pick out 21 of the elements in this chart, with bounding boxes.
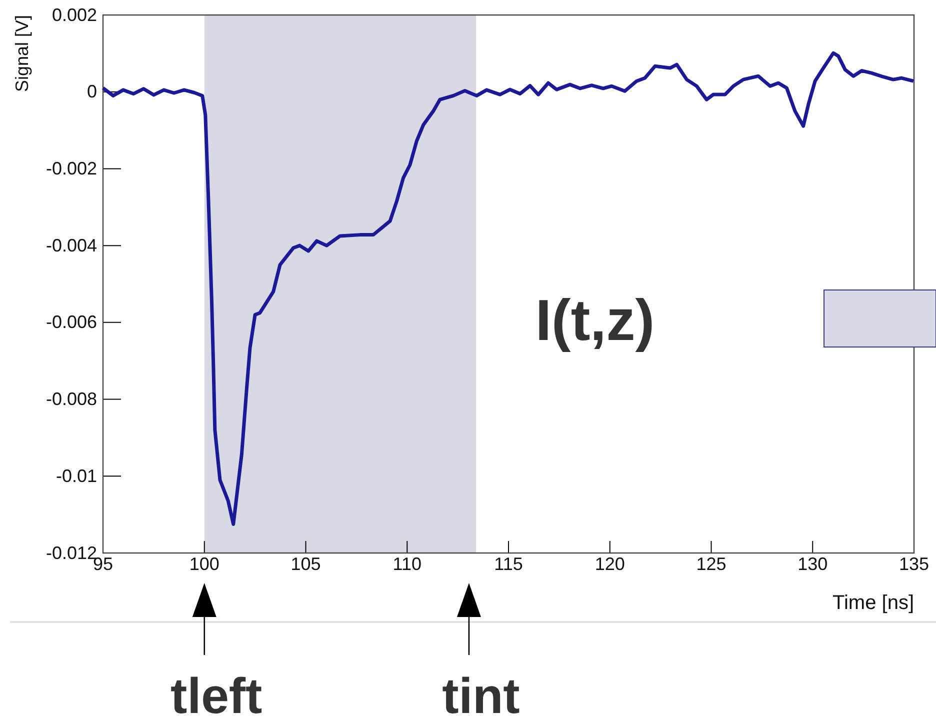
y-axis-title: Signal [V] [12, 15, 32, 92]
line-series [101, 51, 916, 526]
x-axis-title: Time [ns] [832, 592, 914, 614]
x-tick-label: 125 [696, 554, 726, 574]
x-tick-label: 120 [594, 554, 625, 574]
annotation: tint [442, 668, 520, 722]
x-tick-label: 130 [798, 554, 828, 574]
y-tick-label: 0 [86, 82, 97, 102]
x-tick-label: 110 [392, 554, 422, 574]
annotation: I(t,z) [535, 288, 655, 353]
y-tick-label: 0.002 [52, 4, 97, 25]
y-tick-label: -0.01 [56, 466, 97, 486]
y-tick-label: -0.004 [46, 235, 97, 256]
x-tick-label: 115 [494, 554, 523, 574]
y-tick-label: -0.006 [46, 312, 97, 332]
x-tick-label: 105 [290, 554, 321, 574]
x-tick-label: 100 [189, 554, 220, 574]
y-tick-label: -0.002 [46, 158, 97, 178]
x-tick-label: 135 [898, 554, 930, 574]
annotation: tleft [170, 668, 263, 722]
y-tick-label: -0.008 [46, 389, 97, 410]
